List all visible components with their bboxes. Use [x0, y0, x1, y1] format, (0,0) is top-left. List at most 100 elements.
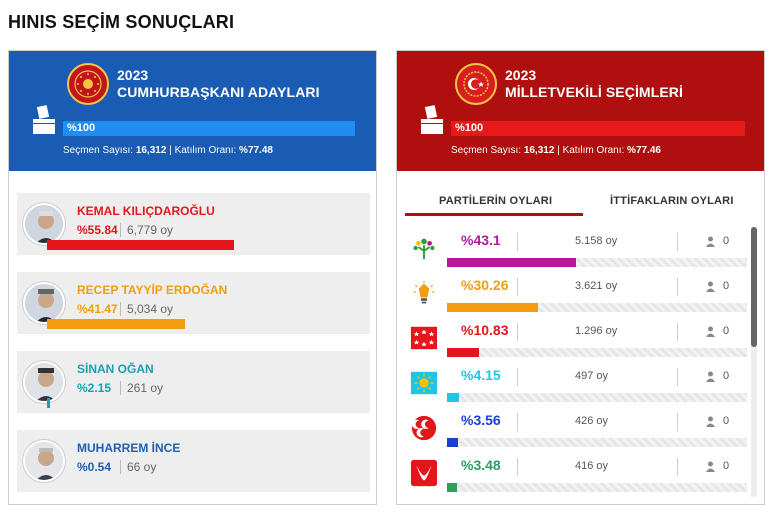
candidate-share-bar [47, 240, 234, 250]
party-votes: 416 oy [575, 460, 609, 472]
candidate-avatar [23, 282, 65, 324]
candidate-avatar [23, 203, 65, 245]
party-seats: 0 [723, 325, 730, 337]
party-row[interactable]: %3.48 416 oy 0 [405, 452, 748, 497]
candidate-name: RECEP TAYYİP ERDOĞAN [77, 283, 228, 297]
party-row[interactable]: %43.1 5.158 oy 0 [405, 227, 748, 272]
ballot-box-icon [421, 105, 443, 134]
candidate-row[interactable]: KEMAL KILIÇDAROĞLU %55.84 6,779 oy [17, 193, 370, 255]
party-share-bar [447, 303, 538, 312]
party-list-scrollbar[interactable] [751, 227, 757, 497]
candidate-votes: 5,034 oy [127, 302, 174, 316]
tab-alliances[interactable]: İTTİFAKLARIN OYLARI [610, 195, 734, 207]
party-seats: 0 [723, 460, 730, 472]
party-seats: 0 [723, 415, 730, 427]
party-row[interactable]: %4.15 497 oy 0 [405, 362, 748, 407]
voters-label: Seçmen Sayısı: [451, 145, 522, 156]
voters-count: 16,312 [135, 145, 167, 156]
party-percentage: %10.83 [461, 322, 509, 338]
candidate-row[interactable]: MUHARREM İNCE %0.54 66 oy [17, 430, 370, 492]
ballot-box-icon [33, 105, 55, 134]
presidential-info: Seçmen Sayısı: 16,312 | Katılım Oranı: %… [63, 145, 273, 156]
party-share-bar [447, 393, 460, 402]
person-icon [706, 326, 715, 337]
candidate-votes: 261 oy [127, 381, 164, 395]
presidential-panel: 2023 CUMHURBAŞKANI ADAYLARI %100 Seçmen … [8, 50, 377, 505]
parliamentary-title: MİLLETVEKİLİ SEÇİMLERİ [505, 84, 683, 100]
candidate-name: MUHARREM İNCE [77, 441, 181, 455]
party-seats: 0 [723, 370, 730, 382]
party-votes: 497 oy [575, 370, 609, 382]
scrollbar-thumb[interactable] [751, 227, 757, 347]
active-tab-indicator [405, 213, 583, 216]
turnout-label: Katılım Oranı: [562, 145, 625, 156]
parliamentary-info: Seçmen Sayısı: 16,312 | Katılım Oranı: %… [451, 145, 661, 156]
party-percentage: %3.48 [461, 457, 501, 473]
presidential-seal-icon [67, 63, 109, 105]
party-share-track [447, 258, 747, 267]
candidate-share-bar [47, 319, 185, 329]
candidate-percentage: %55.84 [77, 223, 118, 237]
candidate-votes: 66 oy [127, 460, 157, 474]
party-percentage: %4.15 [461, 367, 501, 383]
party-row[interactable]: %30.26 3.621 oy 0 [405, 272, 748, 317]
candidate-votes: 6,779 oy [127, 223, 174, 237]
turnout-value: %77.46 [627, 145, 661, 156]
party-list: %43.1 5.158 oy 0 %30.26 3.621 oy 0 [405, 227, 748, 497]
party-row[interactable]: %10.83 1.296 oy 0 [405, 317, 748, 362]
party-percentage: %30.26 [461, 277, 509, 293]
party-share-bar [447, 483, 458, 492]
parliamentary-panel: 2023 MİLLETVEKİLİ SEÇİMLERİ %100 Seçmen … [396, 50, 765, 505]
chp-logo-icon [409, 323, 439, 353]
tab-parties[interactable]: PARTİLERİN OYLARI [439, 195, 553, 207]
candidate-avatar [23, 361, 65, 403]
turnout-value: %77.48 [239, 145, 273, 156]
person-icon [706, 416, 715, 427]
presidential-progress-label: %100 [67, 122, 96, 134]
person-icon [706, 236, 715, 247]
party-percentage: %43.1 [461, 232, 501, 248]
results-tabs: PARTİLERİN OYLARI İTTİFAKLARIN OYLARI [405, 191, 758, 216]
candidate-percentage: %2.15 [77, 381, 112, 395]
candidate-list: KEMAL KILIÇDAROĞLU %55.84 6,779 oy RECEP… [17, 193, 370, 509]
candidate-row[interactable]: SİNAN OĞAN %2.15 261 oy [17, 351, 370, 413]
person-icon [706, 461, 715, 472]
party-votes: 5.158 oy [575, 235, 618, 247]
party-votes: 426 oy [575, 415, 609, 427]
candidate-row[interactable]: RECEP TAYYİP ERDOĞAN %41.47 5,034 oy [17, 272, 370, 334]
party-share-track [447, 303, 747, 312]
presidential-progress-bar: %100 [63, 121, 355, 136]
yesil-sol-logo-icon [409, 233, 439, 263]
candidate-share-bar [47, 398, 51, 408]
candidate-name: SİNAN OĞAN [77, 362, 154, 376]
parliament-seal-icon [455, 63, 497, 105]
candidate-avatar [23, 440, 65, 482]
turnout-label: Katılım Oranı: [174, 145, 237, 156]
presidential-year: 2023 [117, 67, 149, 83]
candidate-name: KEMAL KILIÇDAROĞLU [77, 204, 215, 218]
mhp-logo-icon [409, 413, 439, 443]
voters-count: 16,312 [523, 145, 555, 156]
party-seats: 0 [723, 280, 730, 292]
yeniden-refah-logo-icon [409, 458, 439, 488]
parliamentary-progress-label: %100 [455, 122, 484, 134]
party-share-track [447, 393, 747, 402]
iyi-parti-logo-icon [409, 368, 439, 398]
page-title: HINIS SEÇİM SONUÇLARI [8, 12, 235, 32]
person-icon [706, 371, 715, 382]
person-icon [706, 281, 715, 292]
party-share-bar [447, 348, 480, 357]
ak-parti-logo-icon [409, 278, 439, 308]
parliamentary-year: 2023 [505, 67, 537, 83]
party-seats: 0 [723, 235, 730, 247]
party-share-bar [447, 258, 577, 267]
party-share-track [447, 483, 747, 492]
parliamentary-progress-bar: %100 [451, 121, 745, 136]
voters-label: Seçmen Sayısı: [63, 145, 134, 156]
parliamentary-header: 2023 MİLLETVEKİLİ SEÇİMLERİ %100 Seçmen … [397, 51, 764, 171]
party-row[interactable]: %3.56 426 oy 0 [405, 407, 748, 452]
candidate-percentage: %41.47 [77, 302, 118, 316]
party-share-track [447, 348, 747, 357]
party-share-bar [447, 438, 458, 447]
party-votes: 3.621 oy [575, 280, 618, 292]
